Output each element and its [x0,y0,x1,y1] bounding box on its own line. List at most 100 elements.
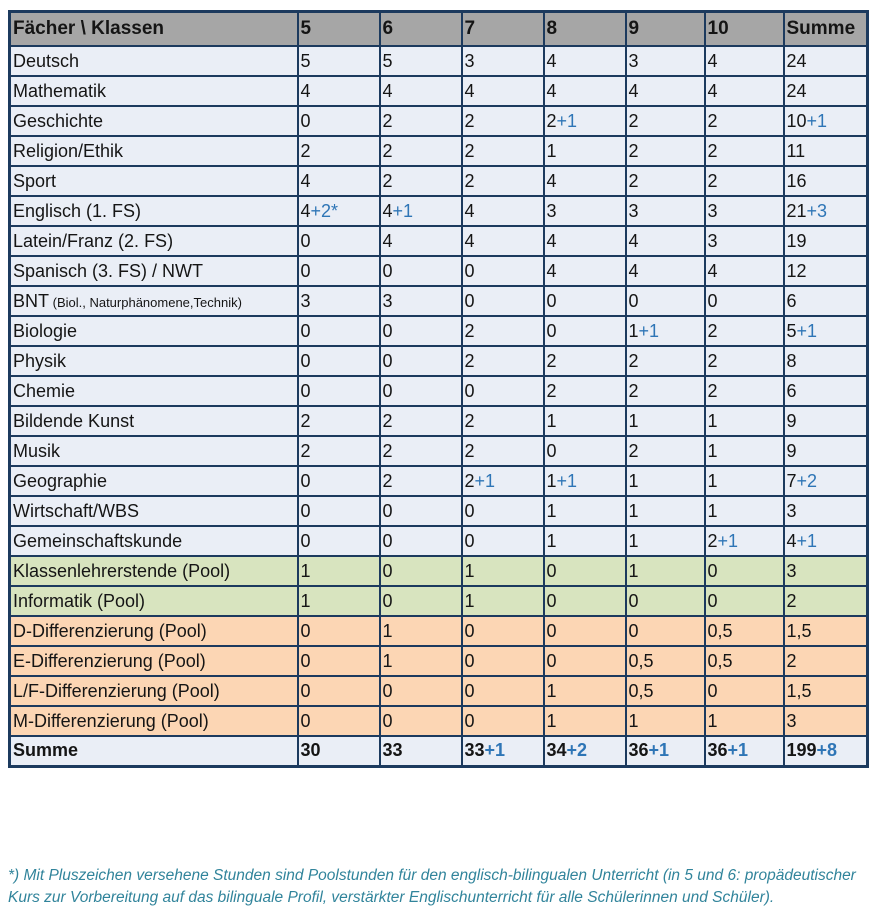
row-label: Physik [8,345,299,377]
pool-plus-value: +1 [556,110,578,131]
value-cell: 0 [624,615,706,647]
stundentafel-table: Fächer \ Klassen 5 6 7 8 9 10 Summe Deutsch 5 5 3… [8,10,869,768]
value-cell: 2 [624,165,706,197]
row-label: Latein/Franz (2. FS) [8,225,299,257]
row-label: Informatik (Pool) [8,585,299,617]
row-label: Summe [8,735,299,767]
value-cell: 1 [296,555,381,587]
value-cell: 2 [460,435,545,467]
table-row: Gemeinschaftskunde 0 0 0 1 1 2+1 4+1 [8,525,869,557]
value-cell: 0 [296,675,381,707]
table-row: Informatik (Pool) 1 0 1 0 0 0 2 [8,585,869,617]
header-col-10: 10 [703,10,785,47]
row-label: Gemeinschaftskunde [8,525,299,557]
table-row: Deutsch 5 5 3 4 3 4 24 [8,45,869,77]
pool-plus-value: +1 [648,740,670,761]
value-cell: 12 [782,255,869,287]
row-label: Klassenlehrerstende (Pool) [8,555,299,587]
value-cell: 2 [378,165,463,197]
value-cell: 11 [782,135,869,167]
value-cell: 1 [703,435,785,467]
value-cell: 1 [624,525,706,557]
value-cell: 4 [624,255,706,287]
value-cell: 1 [703,705,785,737]
row-label: E-Differenzierung (Pool) [8,645,299,677]
value-cell: 33+1 [460,735,545,767]
value-cell: 3 [782,705,869,737]
value-cell: 1 [378,645,463,677]
value-cell: 0 [296,375,381,407]
value-cell: 0 [378,345,463,377]
value-cell: 3 [296,285,381,317]
pool-plus-value: +1 [556,470,578,491]
value-cell: 2 [460,105,545,137]
pool-plus-value: +3 [806,200,828,221]
pool-plus-value: +2 [566,740,588,761]
row-label: Chemie [8,375,299,407]
table-row: BNT (Biol., Naturphänomene,Technik) 3 3 0 0 0… [8,285,869,317]
value-cell: 0 [703,675,785,707]
value-cell: 0 [624,585,706,617]
table-row: M-Differenzierung (Pool) 0 0 0 1 1 1 3 [8,705,869,737]
value-cell: 0 [460,525,545,557]
value-cell: 1 [542,675,627,707]
table-row: E-Differenzierung (Pool) 0 1 0 0 0,5 0,5 2 [8,645,869,677]
row-label: Wirtschaft/WBS [8,495,299,527]
value-cell: 2 [782,585,869,617]
value-cell: 4 [378,75,463,107]
value-cell: 0 [460,675,545,707]
value-cell: 0 [296,225,381,257]
table-row: Wirtschaft/WBS 0 0 0 1 1 1 3 [8,495,869,527]
value-cell: 2 [460,135,545,167]
value-cell: 2 [624,345,706,377]
header-col-5: 5 [296,10,381,47]
row-label: Musik [8,435,299,467]
header-col-6: 6 [378,10,463,47]
value-cell: 5 [296,45,381,77]
value-cell: 21+3 [782,195,869,227]
value-cell: 6 [782,375,869,407]
value-cell: 2 [296,405,381,437]
table-row: Mathematik 4 4 4 4 4 4 24 [8,75,869,107]
value-cell: 0 [296,105,381,137]
value-cell: 2+1 [542,105,627,137]
value-cell: 1 [296,585,381,617]
value-cell: 3 [542,195,627,227]
pool-plus-value: +2 [796,470,818,491]
value-cell: 2+1 [460,465,545,497]
value-cell: 0,5 [703,615,785,647]
value-cell: 4 [542,75,627,107]
value-cell: 4+1 [782,525,869,557]
table-row: Musik 2 2 2 0 2 1 9 [8,435,869,467]
value-cell: 2 [703,105,785,137]
table-body: Deutsch 5 5 3 4 3 4 24 Mathematik 4 4 4 4 4 4 24 Geschic… [8,45,869,767]
pool-plus-value: +1 [392,200,414,221]
value-cell: 33 [378,735,463,767]
value-cell: 1+1 [624,315,706,347]
row-label: Deutsch [8,45,299,77]
value-cell: 0 [378,585,463,617]
pool-plus-value: +1 [638,320,660,341]
row-label: Biologie [8,315,299,347]
value-cell: 2 [378,135,463,167]
value-cell: 0 [703,585,785,617]
value-cell: 1 [624,465,706,497]
value-cell: 0 [378,495,463,527]
value-cell: 4 [703,45,785,77]
value-cell: 0 [378,705,463,737]
value-cell: 2 [296,135,381,167]
header-row: Fächer \ Klassen 5 6 7 8 9 10 Summe [8,10,869,47]
row-label: M-Differenzierung (Pool) [8,705,299,737]
value-cell: 0 [296,615,381,647]
value-cell: 4 [542,45,627,77]
value-cell: 1 [542,525,627,557]
value-cell: 3 [782,555,869,587]
value-cell: 19 [782,225,869,257]
value-cell: 0 [460,255,545,287]
value-cell: 0 [542,555,627,587]
value-cell: 0 [296,705,381,737]
value-cell: 8 [782,345,869,377]
header-col-9: 9 [624,10,706,47]
value-cell: 24 [782,75,869,107]
value-cell: 4 [542,255,627,287]
